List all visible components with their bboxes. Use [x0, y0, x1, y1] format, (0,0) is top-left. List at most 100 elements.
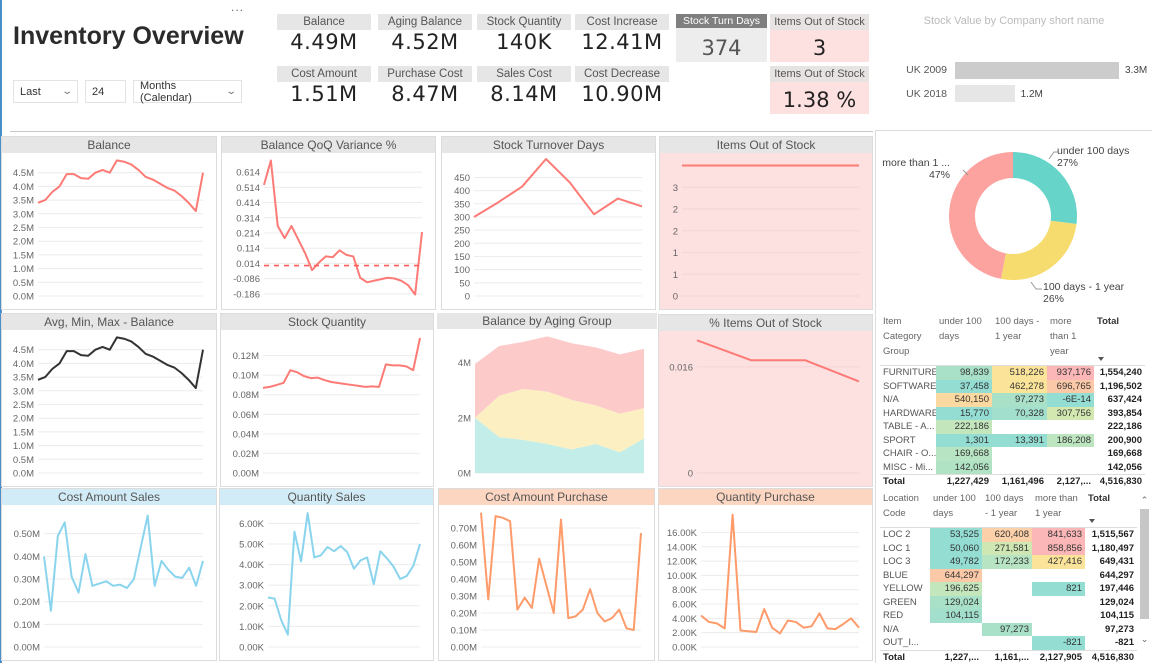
slice-pct: 26% [1043, 293, 1124, 305]
y-tick-label: 0.016 [669, 362, 693, 373]
y-tick-label: 0.02M [233, 449, 259, 460]
y-tick-label: 0.214 [236, 228, 260, 239]
column-header[interactable]: more than 1 year [1047, 314, 1094, 359]
y-tick-label: 1.0M [13, 264, 34, 275]
table-scrollbar[interactable]: ⌃ ⌄ [1139, 495, 1150, 645]
column-header[interactable]: 100 days - 1 year [992, 314, 1047, 359]
table-cell [1032, 623, 1085, 637]
chart-title: % Items Out of Stock [659, 315, 872, 331]
period-type-dropdown[interactable]: Last⌄ [13, 80, 78, 103]
table-cell [982, 636, 1032, 650]
chart-plot[interactable]: 0.0M0.5M1.0M1.5M2.0M2.5M3.0M3.5M4.0M4.5M [2, 153, 216, 309]
table-cell: 841,633 [1032, 528, 1085, 542]
column-header[interactable]: Total [1094, 314, 1145, 359]
column-header[interactable]: Location Code [880, 491, 930, 521]
bar-uk-2009[interactable] [955, 62, 1119, 79]
y-tick-label: 14.00K [667, 542, 698, 553]
table-row[interactable]: OUT_I...-821-821 [880, 636, 1137, 650]
scroll-up-icon[interactable]: ⌃ [1139, 495, 1150, 506]
y-tick-label: 16.00K [667, 528, 698, 539]
table-cell: 858,856 [1032, 542, 1085, 556]
y-tick-label: 0.20M [451, 609, 477, 620]
column-header[interactable]: under 100 days [930, 491, 982, 521]
y-tick-label: 0.06M [233, 410, 259, 421]
y-tick-label: 150 [454, 252, 470, 263]
bar-label: UK 2018 [877, 88, 947, 100]
table-cell: 307,756 [1047, 407, 1094, 421]
period-unit-dropdown[interactable]: Months (Calendar)⌄ [133, 80, 242, 103]
column-header[interactable]: under 100 days [936, 314, 992, 359]
bar-value-label: 3.3M [1125, 65, 1147, 76]
table-cell: 937,176 [1047, 366, 1094, 380]
more-options-icon[interactable]: ... [231, 0, 244, 14]
row-label: LOC 3 [880, 555, 930, 569]
chart-plot[interactable]: 0.00K2.00K4.00K6.00K8.00K10.00K12.00K14.… [659, 505, 872, 660]
y-tick-label: 50 [459, 278, 470, 289]
row-label: YELLOW [880, 582, 930, 596]
y-tick-label: 2 [673, 226, 678, 237]
donut-slice [949, 152, 1013, 279]
total-cell: Total [880, 651, 930, 664]
row-total: 197,446 [1085, 582, 1137, 596]
y-tick-label: 2M [458, 413, 471, 424]
y-tick-label: 200 [454, 239, 470, 250]
chart-plot[interactable]: 00.016 [659, 331, 872, 486]
y-tick-label: 4.00K [672, 614, 697, 625]
table-cell: 49,782 [930, 555, 982, 569]
column-header[interactable]: Total [1085, 491, 1137, 521]
y-tick-label: 0 [465, 292, 470, 303]
period-count-input[interactable]: 24 [85, 80, 126, 103]
y-tick-label: -0.086 [233, 274, 260, 285]
column-header[interactable]: 100 days - 1 year [982, 491, 1032, 521]
chart-plot[interactable]: 0.0M0.5M1.0M1.5M2.0M2.5M3.0M3.5M4.0M4.5M [2, 330, 216, 486]
y-tick-label: 450 [454, 173, 470, 184]
bar-uk-2018[interactable] [955, 85, 1015, 102]
row-label: MISC - Mi... [880, 461, 936, 475]
period-type-value: Last [20, 86, 41, 98]
scrollbar-thumb[interactable] [1140, 509, 1149, 619]
column-header[interactable]: Item Category Group [880, 314, 936, 359]
y-tick-label: 2.5M [13, 223, 34, 234]
chart-plot[interactable]: -0.186-0.0860.0140.1140.2140.3140.4140.5… [222, 153, 435, 309]
table-cell [982, 569, 1032, 583]
scroll-down-icon[interactable]: ⌄ [1139, 634, 1150, 645]
column-header[interactable]: more than 1 year [1032, 491, 1085, 521]
